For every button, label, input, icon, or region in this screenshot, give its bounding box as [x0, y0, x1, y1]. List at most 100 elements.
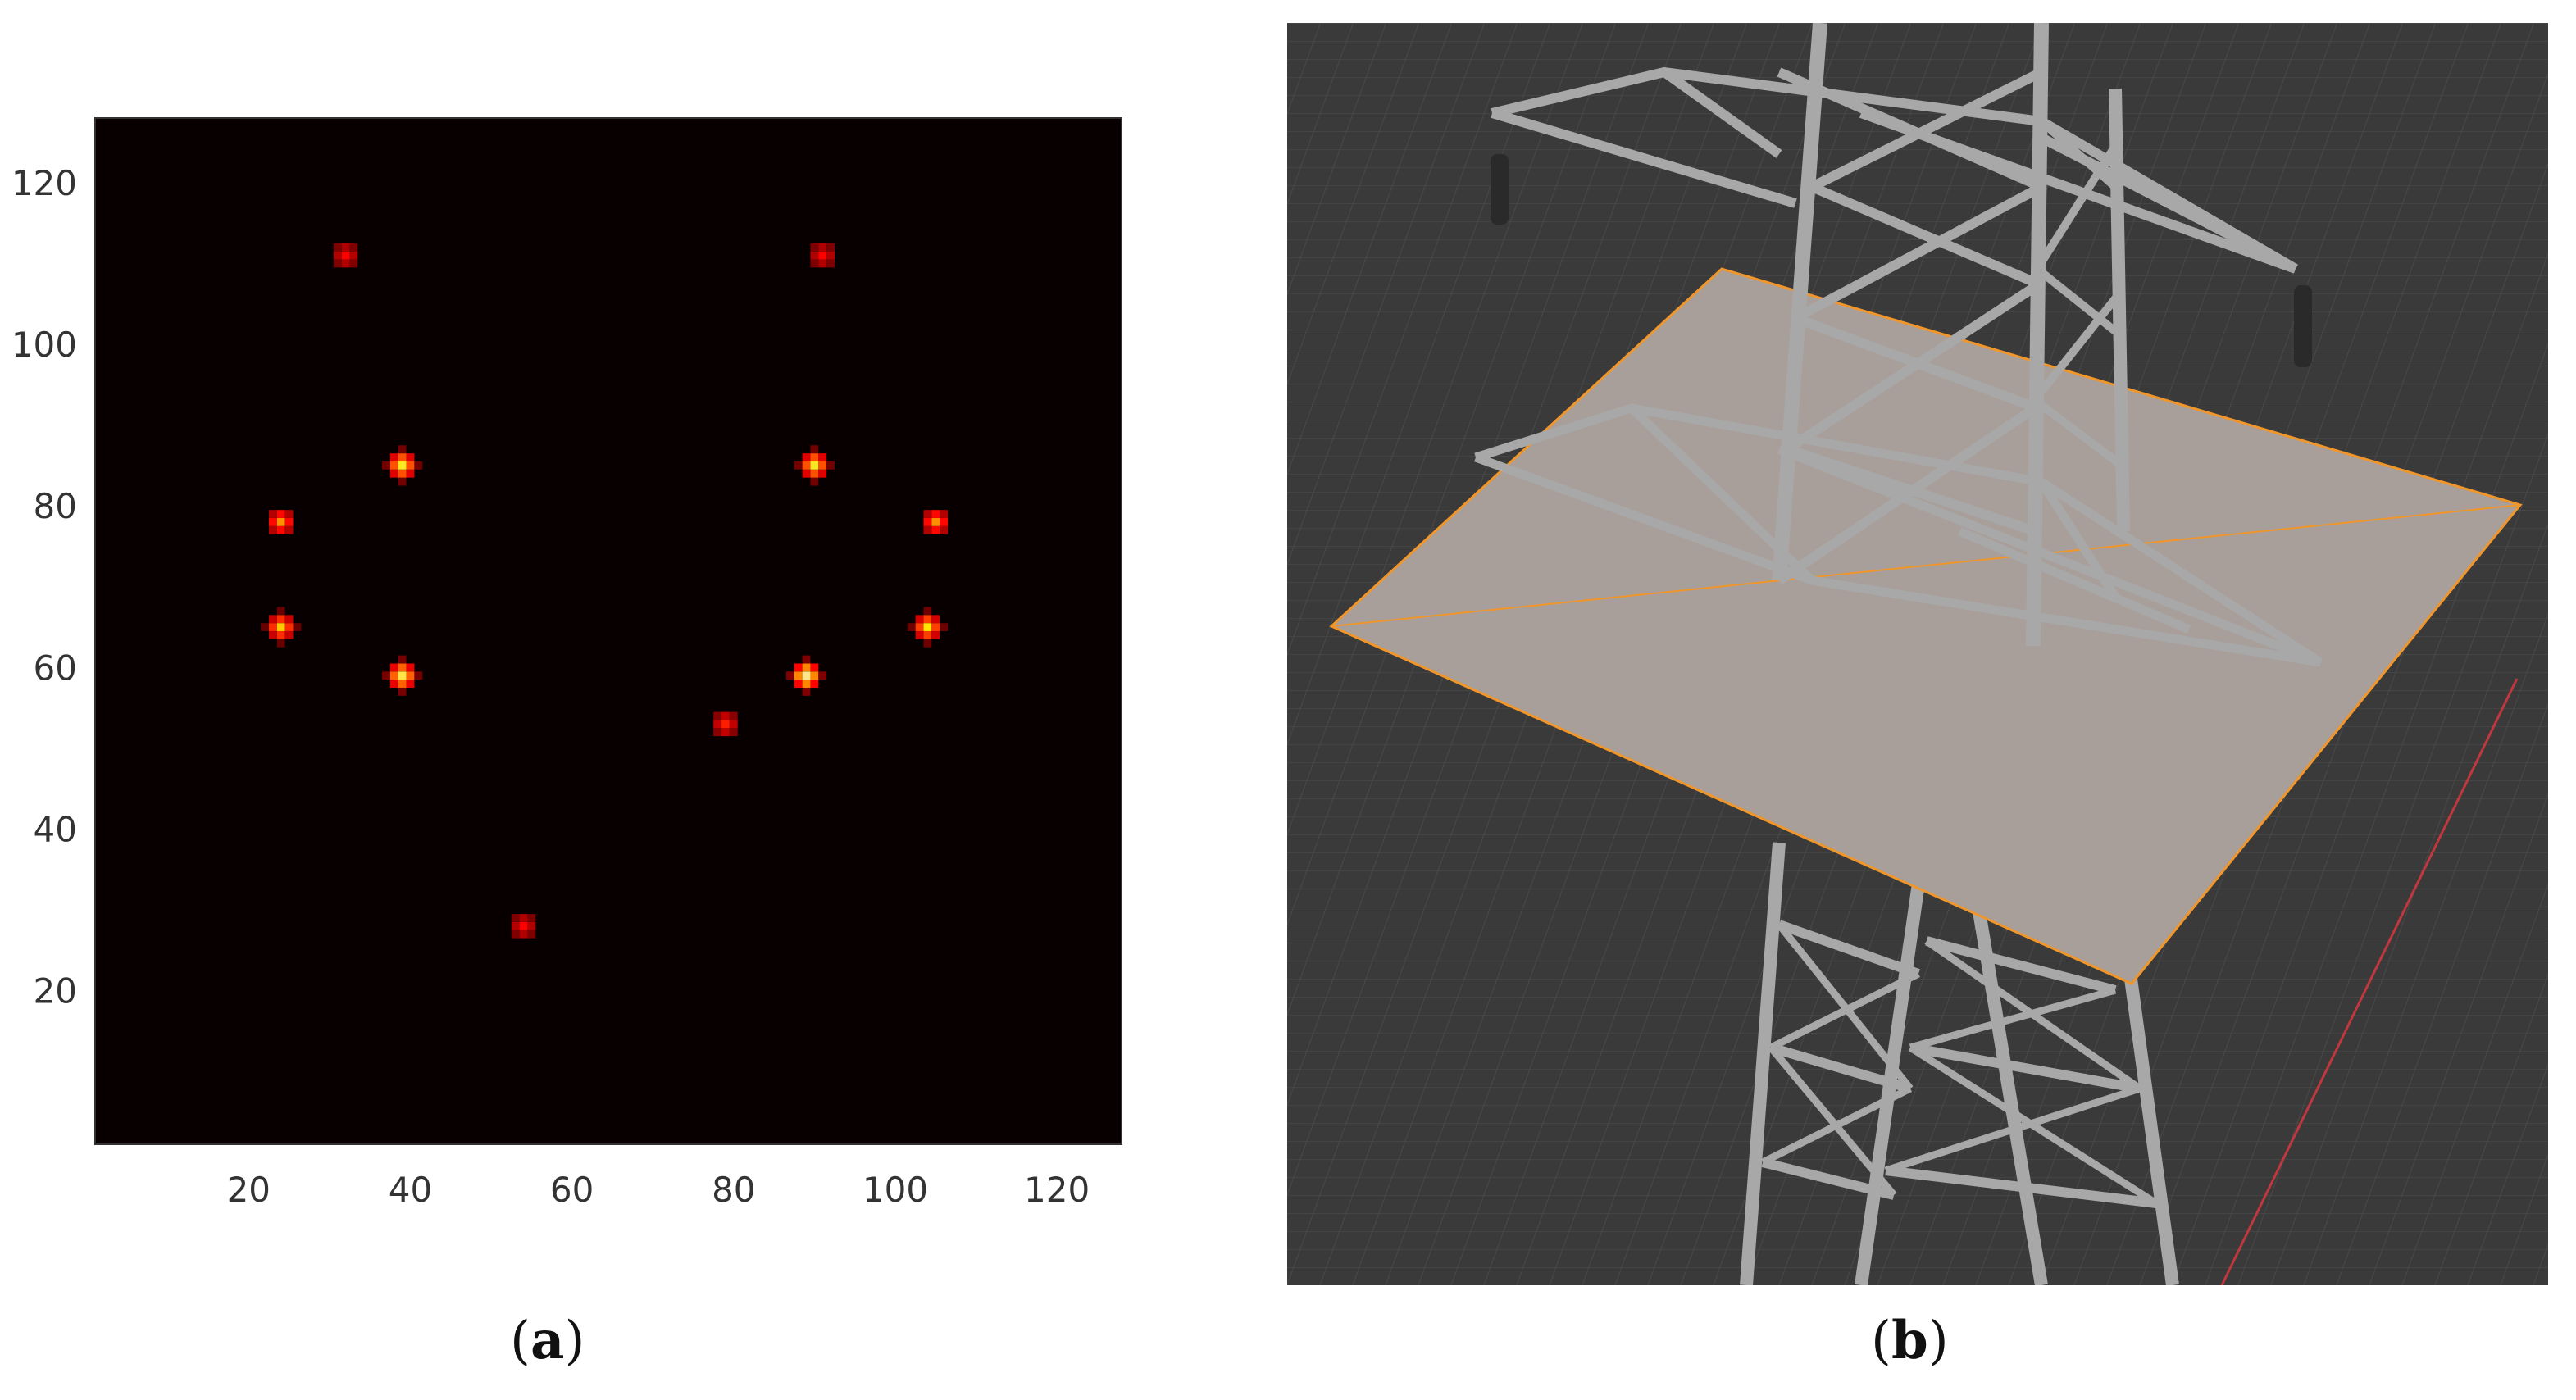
heatmap-cell — [382, 671, 390, 680]
x-tick-label: 100 — [862, 1170, 928, 1210]
tower-lower — [1740, 842, 2179, 1285]
heatmap-cell — [931, 623, 940, 631]
heatmap-cell — [398, 445, 407, 454]
heatmap-cell — [276, 639, 285, 648]
heatmap-cell — [810, 445, 819, 454]
heatmap-cell — [268, 510, 277, 518]
heatmap-background — [95, 118, 1122, 1144]
y-tick-label: 120 — [11, 163, 77, 203]
x-tick-label: 20 — [227, 1170, 271, 1210]
heatmap-cell — [276, 623, 285, 631]
heatmap-cell — [398, 453, 407, 461]
heatmap-cell — [931, 525, 940, 534]
heatmap-cell — [810, 469, 819, 478]
insulator-right — [2294, 285, 2312, 367]
x-tick-label: 120 — [1024, 1170, 1090, 1210]
heatmap-cell — [276, 518, 285, 526]
heatmap-cell — [923, 631, 932, 639]
heatmap-cell — [794, 680, 803, 688]
heatmap-cell — [713, 711, 721, 720]
heatmap-cell — [389, 461, 398, 470]
heatmap-cell — [284, 615, 294, 624]
heatmap-cell — [276, 510, 285, 518]
heatmap-cell — [931, 615, 940, 624]
heatmap-cell — [341, 251, 350, 260]
heatmap-cell — [826, 243, 835, 252]
caption-b: (b) — [1871, 1310, 1949, 1371]
heatmap-cell — [519, 914, 528, 922]
heatmap-cell — [802, 688, 811, 696]
heatmap-cell — [785, 671, 794, 680]
insulator-left — [1491, 154, 1509, 225]
heatmap-cell — [729, 728, 738, 737]
heatmap-cell — [923, 623, 932, 631]
heatmap-cell — [826, 251, 835, 260]
heatmap-cell — [406, 453, 415, 461]
heatmap-cell — [389, 663, 398, 672]
heatmap-cell — [406, 469, 415, 478]
heatmap-cell — [810, 251, 819, 260]
heatmap-cell — [810, 259, 819, 268]
heatmap-cell — [284, 623, 294, 631]
caption-a-letter: a — [530, 1310, 565, 1371]
y-tick-label: 20 — [34, 971, 77, 1011]
heatmap-cell — [398, 469, 407, 478]
heatmap-cell — [276, 525, 285, 534]
heatmap-cell — [931, 510, 940, 518]
heatmap-cell — [398, 461, 407, 470]
viewport-scene — [1287, 23, 2548, 1285]
heatmap-cell — [721, 720, 730, 729]
heatmap-cell — [398, 655, 407, 664]
caption-b-letter: b — [1891, 1310, 1928, 1371]
heatmap-cell — [406, 663, 415, 672]
heatmap-cell — [915, 615, 924, 624]
heatmap-cell — [276, 607, 285, 616]
heatmap-cell — [519, 930, 528, 939]
heatmap-cell — [729, 711, 738, 720]
heatmap-cell — [389, 469, 398, 478]
heatmap-cell — [810, 671, 819, 680]
heatmap-cell — [915, 631, 924, 639]
heatmap-cell — [810, 663, 819, 672]
caption-a: (a) — [510, 1310, 585, 1371]
heatmap-cell — [406, 461, 415, 470]
y-tick-label: 100 — [11, 325, 77, 365]
heatmap-cell — [293, 623, 302, 631]
heatmap-cell — [826, 461, 835, 470]
heatmap-cell — [810, 680, 819, 688]
heatmap-cell — [406, 671, 415, 680]
heatmap-cell — [268, 518, 277, 526]
heatmap-cell — [940, 525, 949, 534]
heatmap-cell — [940, 518, 949, 526]
heatmap-cell — [276, 631, 285, 639]
heatmap-cell — [818, 469, 827, 478]
heatmap-cell — [511, 930, 520, 939]
heatmap-cell — [729, 720, 738, 729]
heatmap-cell — [826, 259, 835, 268]
x-axis-line — [2220, 678, 2519, 1285]
heatmap-cell — [519, 921, 528, 930]
heatmap-cell — [398, 680, 407, 688]
heatmap-cell — [721, 728, 730, 737]
heatmap-cell — [818, 453, 827, 461]
heatmap-cell — [333, 251, 342, 260]
heatmap-cell — [818, 259, 827, 268]
heatmap-cell — [268, 615, 277, 624]
x-tick-label: 60 — [550, 1170, 594, 1210]
heatmap-cell — [406, 680, 415, 688]
heatmap-cell — [333, 259, 342, 268]
heatmap-cell — [527, 921, 536, 930]
heatmap-cell — [802, 663, 811, 672]
heatmap-cell — [923, 615, 932, 624]
heatmap-cell — [276, 615, 285, 624]
heatmap-cell — [398, 477, 407, 486]
heatmap-cell — [818, 251, 827, 260]
heatmap-cell — [284, 631, 294, 639]
heatmap-cell — [284, 510, 294, 518]
heatmap-cell — [333, 243, 342, 252]
heatmap-cell — [931, 518, 940, 526]
heatmap-cell — [818, 671, 827, 680]
heatmap-cell — [511, 914, 520, 922]
heatmap-cell — [349, 251, 358, 260]
heatmap-cell — [923, 607, 932, 616]
